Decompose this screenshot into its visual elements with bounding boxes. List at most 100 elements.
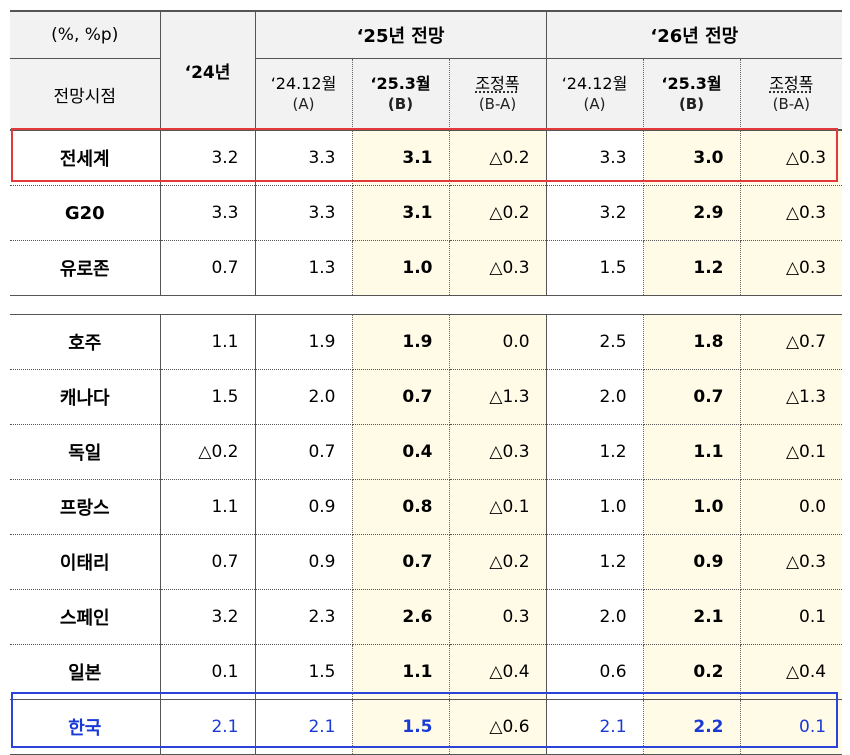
unit-label: (%, %p): [10, 10, 161, 59]
subheader-26-adj-label: 조정폭: [769, 74, 814, 93]
value-25-b: 3.1: [352, 185, 450, 241]
table-row: 독일 △0.2 0.7 0.4 △0.3 1.2 1.1 △0.1: [10, 424, 843, 480]
col-header-2024: ‘24년: [160, 10, 256, 131]
group-spacer: [10, 295, 843, 315]
value-26-b: 1.8: [643, 314, 741, 370]
value-26-a: 3.2: [546, 185, 644, 241]
table-row: 이태리 0.7 0.9 0.7 △0.2 1.2 0.9 △0.3: [10, 534, 843, 590]
subheader-25-b: ‘25.3월 (B): [352, 58, 450, 131]
value-25-b: 1.5: [352, 699, 450, 755]
value-26-b: 1.0: [643, 479, 741, 535]
row-label-header: 전망시점: [10, 58, 161, 131]
value-26-adj: △1.3: [740, 369, 843, 425]
value-2024: 3.2: [160, 589, 256, 645]
value-26-b: 0.7: [643, 369, 741, 425]
value-26-b: 3.0: [643, 130, 741, 186]
value-26-b: 0.9: [643, 534, 741, 590]
country-name: 프랑스: [10, 479, 161, 535]
value-26-adj: 0.0: [740, 479, 843, 535]
value-26-adj: △0.1: [740, 424, 843, 480]
table-row: 유로존 0.7 1.3 1.0 △0.3 1.5 1.2 △0.3: [10, 240, 843, 296]
value-25-a: 2.0: [255, 369, 353, 425]
group-header-2026: ‘26년 전망: [546, 10, 843, 59]
value-2024: 0.1: [160, 644, 256, 700]
value-26-b: 0.2: [643, 644, 741, 700]
group-header-2025: ‘25년 전망: [255, 10, 547, 59]
value-25-a: 2.3: [255, 589, 353, 645]
country-name: 전세계: [10, 130, 161, 186]
subheader-25-b-note: (B): [387, 95, 414, 113]
value-25-a: 1.3: [255, 240, 353, 296]
subheader-26-b-label: ‘25.3월: [661, 74, 722, 93]
table-row-korea: 한국 2.1 2.1 1.5 △0.6 2.1 2.2 0.1: [10, 699, 843, 755]
value-26-b: 2.9: [643, 185, 741, 241]
subheader-25-b-label: ‘25.3월: [370, 74, 431, 93]
value-25-b: 0.7: [352, 534, 450, 590]
subheader-26-adj: 조정폭 (B-A): [740, 58, 843, 131]
subheader-25-adj-note: (B-A): [478, 95, 517, 113]
value-26-b: 1.2: [643, 240, 741, 296]
value-2024: 0.7: [160, 240, 256, 296]
value-26-b: 2.2: [643, 699, 741, 755]
value-25-adj: △0.2: [449, 185, 547, 241]
value-26-a: 1.5: [546, 240, 644, 296]
country-name: 이태리: [10, 534, 161, 590]
value-26-a: 1.2: [546, 534, 644, 590]
value-26-adj: △0.3: [740, 534, 843, 590]
country-name: 유로존: [10, 240, 161, 296]
table-row: G20 3.3 3.3 3.1 △0.2 3.2 2.9 △0.3: [10, 185, 843, 241]
value-25-adj: △0.4: [449, 644, 547, 700]
value-25-a: 2.1: [255, 699, 353, 755]
value-25-adj: 0.3: [449, 589, 547, 645]
value-25-a: 3.3: [255, 130, 353, 186]
value-25-b: 3.1: [352, 130, 450, 186]
value-26-adj: △0.3: [740, 130, 843, 186]
value-2024: 0.7: [160, 534, 256, 590]
value-26-a: 2.0: [546, 589, 644, 645]
value-26-b: 1.1: [643, 424, 741, 480]
value-2024: △0.2: [160, 424, 256, 480]
subheader-26-b-note: (B): [678, 95, 705, 113]
country-name: 독일: [10, 424, 161, 480]
country-name: 스페인: [10, 589, 161, 645]
value-25-a: 0.7: [255, 424, 353, 480]
subheader-25-a-note: (A): [292, 95, 315, 113]
growth-forecast-table: (%, %p) ‘24년 ‘25년 전망 ‘26년 전망 전망시점 ‘24.12…: [10, 10, 843, 755]
table-row: 일본 0.1 1.5 1.1 △0.4 0.6 0.2 △0.4: [10, 644, 843, 700]
subheader-25-a: ‘24.12월 (A): [255, 58, 353, 131]
value-25-a: 3.3: [255, 185, 353, 241]
value-25-b: 2.6: [352, 589, 450, 645]
value-25-adj: △0.2: [449, 534, 547, 590]
value-25-a: 0.9: [255, 479, 353, 535]
country-name: 일본: [10, 644, 161, 700]
value-25-adj: △0.2: [449, 130, 547, 186]
value-25-b: 0.4: [352, 424, 450, 480]
table-row: 프랑스 1.1 0.9 0.8 △0.1 1.0 1.0 0.0: [10, 479, 843, 535]
value-26-a: 2.0: [546, 369, 644, 425]
value-26-a: 1.0: [546, 479, 644, 535]
value-26-a: 2.1: [546, 699, 644, 755]
value-2024: 3.2: [160, 130, 256, 186]
subheader-25-adj: 조정폭 (B-A): [449, 58, 547, 131]
value-2024: 2.1: [160, 699, 256, 755]
value-2024: 1.5: [160, 369, 256, 425]
value-2024: 1.1: [160, 314, 256, 370]
subheader-26-a: ‘24.12월 (A): [546, 58, 644, 131]
table-row: 호주 1.1 1.9 1.9 0.0 2.5 1.8 △0.7: [10, 314, 843, 370]
group-spacer-cell: [10, 295, 843, 315]
table-row: 스페인 3.2 2.3 2.6 0.3 2.0 2.1 0.1: [10, 589, 843, 645]
value-25-b: 1.1: [352, 644, 450, 700]
value-25-adj: △0.1: [449, 479, 547, 535]
country-name: 호주: [10, 314, 161, 370]
value-26-adj: △0.7: [740, 314, 843, 370]
value-25-adj: 0.0: [449, 314, 547, 370]
table-row: 캐나다 1.5 2.0 0.7 △1.3 2.0 0.7 △1.3: [10, 369, 843, 425]
value-25-a: 1.9: [255, 314, 353, 370]
subheader-26-adj-note: (B-A): [772, 95, 810, 113]
table-row: 전세계 3.2 3.3 3.1 △0.2 3.3 3.0 △0.3: [10, 130, 843, 186]
value-26-adj: 0.1: [740, 589, 843, 645]
value-26-a: 0.6: [546, 644, 644, 700]
value-26-adj: 0.1: [740, 699, 843, 755]
value-25-b: 0.7: [352, 369, 450, 425]
